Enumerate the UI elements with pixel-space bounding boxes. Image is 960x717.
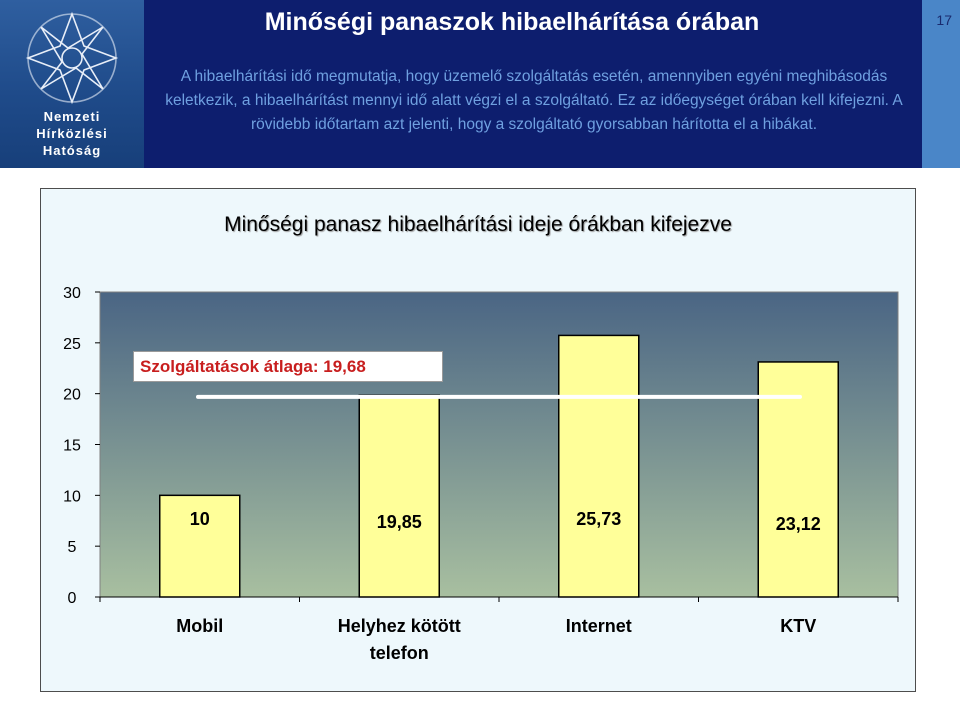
chart-title: Minőségi panasz hibaelhárítási ideje órá… <box>224 213 732 236</box>
y-tick-label: 15 <box>63 438 81 455</box>
category-label-2: Internet <box>566 616 632 636</box>
y-tick-label: 20 <box>63 387 81 404</box>
category-label-3: KTV <box>780 616 816 636</box>
y-tick-label: 10 <box>63 488 81 505</box>
data-label-2: 25,73 <box>576 509 621 529</box>
logo-panel: Nemzeti Hírközlési Hatóság <box>0 0 144 168</box>
y-tick-label: 0 <box>68 590 77 607</box>
bar-2 <box>558 334 640 598</box>
y-tick-label: 30 <box>63 285 81 302</box>
average-label: Szolgáltatások átlaga: 19,68 <box>133 351 443 382</box>
logo-text-line-2: Hírközlési <box>36 126 108 141</box>
page-number: 17 <box>936 12 952 28</box>
y-tick-label: 5 <box>68 539 77 556</box>
logo-text-line-3: Hatóság <box>42 143 102 158</box>
bar-0 <box>159 494 241 598</box>
star-network-logo-icon <box>25 11 119 105</box>
header-banner: Minőségi panaszok hibaelhárítása órában … <box>144 0 922 168</box>
bar-1 <box>358 394 440 598</box>
data-label-0: 10 <box>190 509 210 529</box>
data-label-3: 23,12 <box>776 514 821 534</box>
y-tick-label: 25 <box>63 336 81 353</box>
data-label-1: 19,85 <box>377 512 422 532</box>
slide-description: A hibaelhárítási idő megmutatja, hogy üz… <box>165 68 903 133</box>
bar-3 <box>757 361 839 598</box>
slide-title: Minőségi panaszok hibaelhárítása órában <box>264 8 760 36</box>
logo-text-line-1: Nemzeti <box>43 109 101 124</box>
category-label-1: Helyhez kötött telefon <box>338 616 461 663</box>
category-label-0: Mobil <box>176 616 223 636</box>
header-accent-strip: 17 <box>922 0 960 168</box>
